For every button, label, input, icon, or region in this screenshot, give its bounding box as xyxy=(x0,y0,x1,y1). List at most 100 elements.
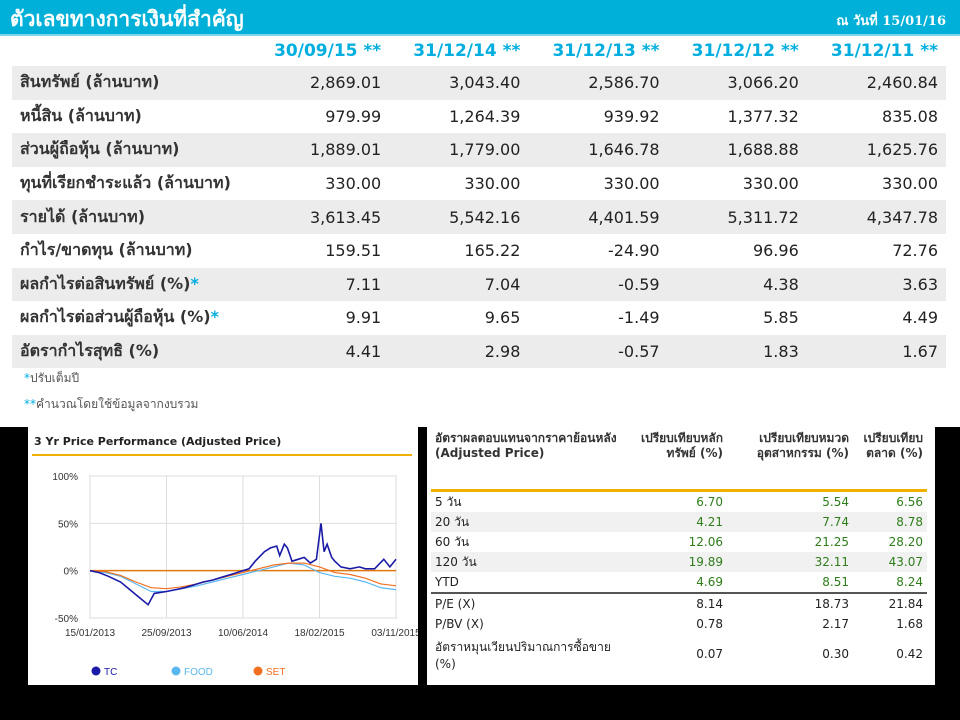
returns-value: 0.30 xyxy=(822,647,849,661)
returns-header-market: เปรียบเทียบตลาด (%) xyxy=(853,429,927,492)
value-cell: 1,688.88 xyxy=(667,133,807,167)
returns-row: 120 วัน 19.89 32.11 43.07 xyxy=(431,552,927,572)
value-cell: 3,613.45 xyxy=(250,200,390,234)
footnote-mark: * xyxy=(24,371,30,385)
table-row: ผลกำไรต่อส่วนผู้ถือหุ้น (%)* 9.91 9.65 -1.4… xyxy=(12,301,946,335)
value-cell: 2.98 xyxy=(389,334,529,369)
returns-value: 4.69 xyxy=(696,575,723,589)
returns-value: 19.89 xyxy=(629,552,727,572)
value-cell: 3,066.20 xyxy=(667,66,807,100)
column-header: 31/12/13 ** xyxy=(552,41,660,61)
returns-value: 0.78 xyxy=(696,617,723,631)
returns-value: 32.11 xyxy=(727,552,853,572)
value-cell: 2,460.84 xyxy=(806,66,946,100)
returns-value: 0.42 xyxy=(896,647,923,661)
returns-value: 8.78 xyxy=(853,512,927,532)
returns-value: 1.68 xyxy=(896,617,923,631)
row-label-text: กำไร/ขาดทุน (ล้านบาท) xyxy=(20,240,193,260)
x-tick-label: 10/06/2014 xyxy=(218,628,268,639)
row-label: กำไร/ขาดทุน (ล้านบาท) xyxy=(12,234,250,268)
value-cell: 72.76 xyxy=(892,241,938,261)
returns-row: P/BV (X) 0.78 2.17 1.68 xyxy=(431,614,927,634)
returns-row: YTD 4.69 8.51 8.24 xyxy=(431,572,927,593)
returns-value: 6.56 xyxy=(896,495,923,509)
row-label-text: อัตรากำไรสุทธิ (%) xyxy=(20,341,160,361)
row-label: ส่วนผู้ถือหุ้น (ล้านบาท) xyxy=(12,133,250,167)
value-cell: 9.65 xyxy=(484,308,521,328)
value-cell: 1,646.78 xyxy=(528,133,668,167)
returns-value: 43.07 xyxy=(853,552,927,572)
returns-header-period: อัตราผลตอบแทนจากราคาย้อนหลัง (Adjusted P… xyxy=(431,429,629,492)
returns-row-label: 20 วัน xyxy=(431,512,629,532)
legend-marker-set xyxy=(253,666,263,676)
row-label-text: ส่วนผู้ถือหุ้น (ล้านบาท) xyxy=(20,139,180,159)
row-label: อัตรากำไรสุทธิ (%) xyxy=(12,334,250,369)
value-cell: 4,347.78 xyxy=(806,200,946,234)
footnote-annualized: *ปรับเต็มปี xyxy=(24,369,79,388)
financial-summary-panel: ตัวเลขทางการเงินที่สำคัญ ณ วันที่ 15/01/… xyxy=(0,0,960,427)
footnote-consolidated: **คำนวณโดยใช้ข้อมูลจากงบรวม xyxy=(24,395,198,414)
table-row: อัตรากำไรสุทธิ (%) 4.41 2.98 -0.57 1.83 1.67 xyxy=(12,334,946,369)
returns-value: 8.51 xyxy=(822,575,849,589)
row-label-text: ผลกำไรต่อสินทรัพย์ (%) xyxy=(20,273,191,293)
value-cell: 4.41 xyxy=(250,334,390,369)
header-bar: ตัวเลขทางการเงินที่สำคัญ ณ วันที่ 15/01/… xyxy=(0,0,960,36)
annualized-star: * xyxy=(190,273,199,293)
table-row: ผลกำไรต่อสินทรัพย์ (%)* 7.11 7.04 -0.59 4.38… xyxy=(12,267,946,302)
footnote-text: คำนวณโดยใช้ข้อมูลจากงบรวม xyxy=(36,397,199,411)
returns-row: อัตราหมุนเวียนปริมาณการซื้อขาย (%) 0.07 0.… xyxy=(431,634,927,674)
value-cell: 330.00 xyxy=(325,174,382,194)
legend-label-tc: TC xyxy=(104,667,117,678)
column-header: 31/12/14 ** xyxy=(413,41,521,61)
column-header: 31/12/12 ** xyxy=(691,41,799,61)
value-cell: -1.49 xyxy=(618,308,660,328)
chart-svg: 100% 50% 0% -50% 15/01/2013 25/09/2013 10/06/2… xyxy=(52,472,418,678)
table-row: กำไร/ขาดทุน (ล้านบาท) 159.51 165.22 -24.90 9… xyxy=(12,234,946,268)
financial-table: 30/09/15 ** 31/12/14 ** 31/12/13 ** 31/1… xyxy=(12,36,946,369)
value-cell: 939.92 xyxy=(603,106,660,126)
returns-value: 2.17 xyxy=(822,617,849,631)
row-label-text: รายได้ (ล้านบาท) xyxy=(20,206,145,226)
row-label: ผลกำไรต่อส่วนผู้ถือหุ้น (%)* xyxy=(12,301,250,335)
x-tick-label: 25/09/2013 xyxy=(141,628,191,639)
x-tick-label: 15/01/2013 xyxy=(65,628,115,639)
value-cell: 330.00 xyxy=(603,174,660,194)
row-label-text: ผลกำไรต่อส่วนผู้ถือหุ้น (%) xyxy=(20,307,211,327)
value-cell: 3.63 xyxy=(806,267,946,302)
value-cell: 3,043.40 xyxy=(389,66,529,100)
column-header: 31/12/11 ** xyxy=(830,41,938,61)
value-cell: 4.49 xyxy=(902,308,938,328)
value-cell: 9.91 xyxy=(345,308,382,328)
returns-value: 8.24 xyxy=(896,575,923,589)
value-cell: 330.00 xyxy=(742,174,799,194)
value-cell: 1,377.32 xyxy=(727,106,799,126)
value-cell: -0.59 xyxy=(528,267,668,302)
legend-label-set: SET xyxy=(266,667,285,678)
value-cell: 1.83 xyxy=(667,334,807,369)
returns-value: 28.20 xyxy=(888,535,923,549)
value-cell: 1.67 xyxy=(806,334,946,369)
returns-row-label: 60 วัน xyxy=(435,534,470,549)
value-cell: 7.04 xyxy=(389,267,529,302)
page-title: ตัวเลขทางการเงินที่สำคัญ xyxy=(10,7,244,31)
annualized-star: * xyxy=(210,307,219,327)
value-cell: 96.96 xyxy=(752,241,799,261)
value-cell: 165.22 xyxy=(464,241,521,261)
returns-row-label: YTD xyxy=(435,575,459,589)
returns-row-label: อัตราหมุนเวียนปริมาณการซื้อขาย (%) xyxy=(435,639,611,671)
row-label-text: ทุนที่เรียกชำระแล้ว (ล้านบาท) xyxy=(20,173,231,193)
table-row: รายได้ (ล้านบาท) 3,613.45 5,542.16 4,401.59… xyxy=(12,200,946,234)
returns-row-label: P/BV (X) xyxy=(435,617,484,631)
returns-row: P/E (X) 8.14 18.73 21.84 xyxy=(431,592,927,614)
column-header: 30/09/15 ** xyxy=(274,41,382,61)
row-label: ผลกำไรต่อสินทรัพย์ (%)* xyxy=(12,267,250,302)
table-row: หนี้สิน (ล้านบาท) 979.99 1,264.39 939.92 1,3… xyxy=(12,100,946,134)
row-label: สินทรัพย์ (ล้านบาท) xyxy=(12,66,250,100)
value-cell: 4.38 xyxy=(667,267,807,302)
legend-marker-food xyxy=(171,666,181,676)
value-cell: 5,542.16 xyxy=(389,200,529,234)
table-row: ทุนที่เรียกชำระแล้ว (ล้านบาท) 330.00 330.0… xyxy=(12,167,946,201)
row-label: ทุนที่เรียกชำระแล้ว (ล้านบาท) xyxy=(12,167,250,201)
returns-value: 8.14 xyxy=(629,592,727,614)
returns-value: 21.84 xyxy=(853,592,927,614)
